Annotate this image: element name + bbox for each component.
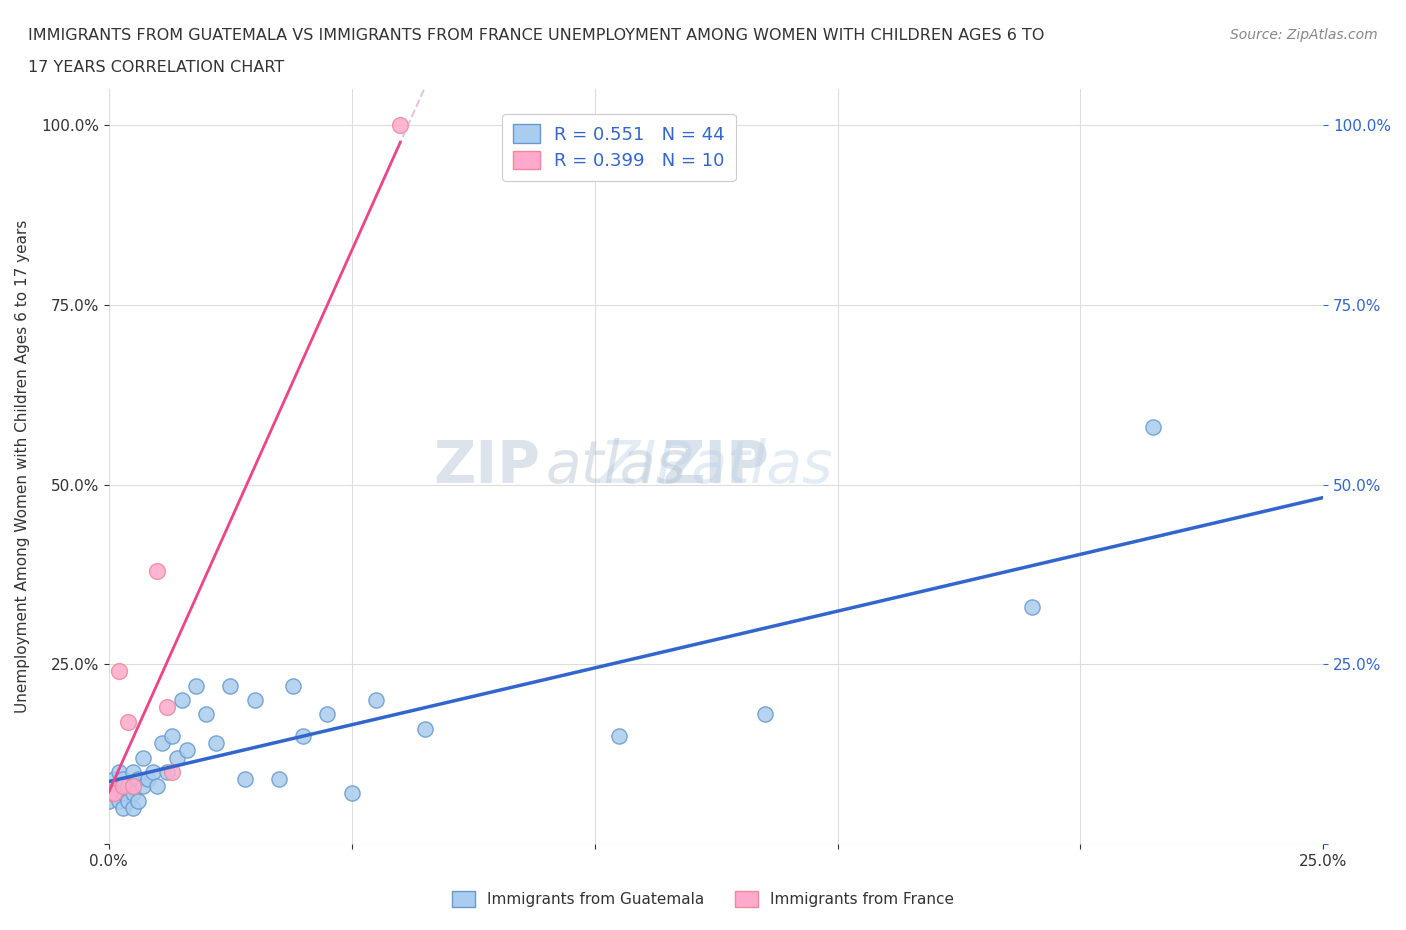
Immigrants from Guatemala: [127, 772, 149, 787]
Immigrants from Guatemala: [122, 786, 145, 801]
Immigrants from Guatemala: [142, 764, 165, 779]
Text: Source: ZipAtlas.com: Source: ZipAtlas.com: [1230, 28, 1378, 42]
Immigrants from France: [389, 118, 412, 133]
Immigrants from Guatemala: [122, 764, 145, 779]
Immigrants from France: [146, 564, 169, 578]
Immigrants from Guatemala: [132, 778, 155, 793]
Immigrants from France: [107, 664, 129, 679]
Immigrants from Guatemala: [267, 772, 290, 787]
Immigrants from Guatemala: [112, 772, 135, 787]
Immigrants from Guatemala: [166, 751, 188, 765]
Immigrants from Guatemala: [195, 707, 218, 722]
Immigrants from Guatemala: [316, 707, 339, 722]
Immigrants from Guatemala: [136, 772, 159, 787]
Immigrants from Guatemala: [127, 793, 149, 808]
Immigrants from France: [112, 778, 135, 793]
Text: ZIP: ZIP: [433, 438, 540, 495]
Text: IMMIGRANTS FROM GUATEMALA VS IMMIGRANTS FROM FRANCE UNEMPLOYMENT AMONG WOMEN WIT: IMMIGRANTS FROM GUATEMALA VS IMMIGRANTS …: [28, 28, 1045, 43]
Text: 17 YEARS CORRELATION CHART: 17 YEARS CORRELATION CHART: [28, 60, 284, 75]
Immigrants from Guatemala: [122, 801, 145, 816]
Immigrants from Guatemala: [1142, 419, 1164, 434]
Immigrants from Guatemala: [413, 722, 436, 737]
Text: ZIPatlas: ZIPatlas: [599, 438, 832, 495]
Text: ZIP: ZIP: [662, 438, 769, 495]
Immigrants from Guatemala: [292, 728, 315, 743]
Immigrants from Guatemala: [170, 693, 193, 708]
Immigrants from Guatemala: [146, 778, 169, 793]
Immigrants from Guatemala: [103, 772, 125, 787]
Legend: R = 0.551   N = 44, R = 0.399   N = 10: R = 0.551 N = 44, R = 0.399 N = 10: [502, 113, 735, 181]
Immigrants from Guatemala: [117, 778, 139, 793]
Immigrants from Guatemala: [283, 678, 305, 693]
Immigrants from Guatemala: [103, 786, 125, 801]
Immigrants from Guatemala: [112, 801, 135, 816]
Immigrants from France: [103, 786, 125, 801]
Immigrants from Guatemala: [112, 786, 135, 801]
Immigrants from France: [160, 764, 183, 779]
Immigrants from Guatemala: [186, 678, 208, 693]
Immigrants from Guatemala: [156, 764, 179, 779]
Immigrants from France: [122, 778, 145, 793]
Immigrants from Guatemala: [233, 772, 256, 787]
Immigrants from Guatemala: [117, 793, 139, 808]
Immigrants from France: [97, 786, 120, 801]
Y-axis label: Unemployment Among Women with Children Ages 6 to 17 years: Unemployment Among Women with Children A…: [15, 219, 30, 713]
Immigrants from Guatemala: [160, 728, 183, 743]
Immigrants from Guatemala: [150, 736, 173, 751]
Legend: Immigrants from Guatemala, Immigrants from France: Immigrants from Guatemala, Immigrants fr…: [446, 884, 960, 913]
Immigrants from Guatemala: [107, 764, 129, 779]
Immigrants from Guatemala: [1021, 599, 1043, 614]
Immigrants from Guatemala: [340, 786, 363, 801]
Immigrants from Guatemala: [132, 751, 155, 765]
Immigrants from Guatemala: [97, 793, 120, 808]
Immigrants from Guatemala: [176, 743, 198, 758]
Immigrants from Guatemala: [754, 707, 776, 722]
Immigrants from Guatemala: [243, 693, 266, 708]
Immigrants from France: [156, 700, 179, 715]
Immigrants from Guatemala: [204, 736, 226, 751]
Immigrants from Guatemala: [219, 678, 242, 693]
Text: atlas: atlas: [546, 438, 688, 495]
Immigrants from Guatemala: [607, 728, 630, 743]
Immigrants from France: [117, 714, 139, 729]
Immigrants from Guatemala: [107, 778, 129, 793]
Immigrants from Guatemala: [107, 793, 129, 808]
Immigrants from Guatemala: [364, 693, 387, 708]
